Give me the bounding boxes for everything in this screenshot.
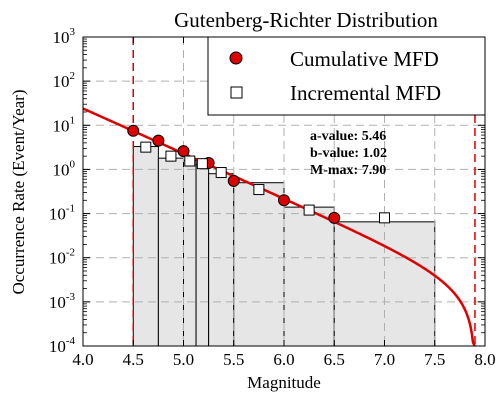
y-tick-base: 10: [53, 160, 70, 179]
histogram-bin-6: [283, 206, 335, 347]
incremental-point-2: [184, 155, 196, 167]
y-tick-label-5: 101: [53, 114, 76, 135]
x-tick-label-6: 7.0: [374, 350, 395, 369]
y-tick-base: 10: [49, 205, 66, 224]
x-tick-label-7: 7.5: [424, 350, 445, 369]
y-tick-exponent: 1: [70, 114, 76, 126]
b-value-label: b-value: 1.02: [310, 146, 387, 161]
legend-circle-marker: [229, 51, 243, 65]
legend-box: [207, 36, 486, 116]
x-tick-label-5: 6.5: [324, 350, 345, 369]
chart-title: Gutenberg-Richter Distribution: [174, 8, 438, 32]
y-tick-exponent: 0: [70, 158, 76, 170]
m-max-label: M-max: 7.90: [310, 163, 386, 178]
y-tick-base: 10: [49, 249, 66, 268]
x-axis-label: Magnitude: [247, 373, 321, 392]
y-axis-label: Occurrence Rate (Event/Year): [9, 89, 28, 294]
incremental-point-0: [140, 141, 152, 153]
x-tick-label-2: 5.0: [173, 350, 194, 369]
incremental-point-3: [196, 158, 208, 170]
y-tick-base: 10: [53, 116, 70, 135]
x-tick-label-3: 5.5: [223, 350, 244, 369]
cumulative-point-6: [328, 211, 341, 224]
incremental-point-6: [303, 204, 315, 216]
histogram-bin-4: [208, 173, 235, 347]
histogram-bin-0: [132, 146, 159, 347]
y-tick-label-2: 10-2: [49, 247, 75, 268]
grid-lines: [83, 37, 485, 346]
incremental-point-4: [215, 167, 227, 179]
histogram-bin-5: [233, 182, 285, 347]
legend-label-cumulative: Cumulative MFD: [290, 47, 439, 71]
histogram-bin-2: [183, 159, 197, 347]
cumulative-point-1: [152, 134, 165, 147]
incremental-point-7: [379, 212, 390, 224]
cumulative-point-0: [127, 124, 140, 137]
histogram-bin-3: [195, 163, 210, 347]
y-tick-label-4: 100: [53, 158, 76, 179]
cumulative-point-2: [177, 145, 190, 158]
legend-label-incremental: Incremental MFD: [290, 81, 441, 105]
y-tick-base: 10: [53, 28, 70, 47]
y-tick-exponent: -1: [66, 203, 75, 215]
y-tick-exponent: -4: [66, 335, 76, 347]
cumulative-point-5: [278, 194, 290, 207]
cumulative-point-4: [227, 174, 240, 187]
legend-square-marker: [230, 86, 243, 99]
y-tick-label-6: 102: [53, 70, 76, 91]
y-tick-base: 10: [49, 293, 66, 312]
legend: Cumulative MFD Incremental MFD: [207, 36, 486, 116]
series-markers: [127, 124, 390, 224]
x-tick-label-4: 6.0: [273, 350, 294, 369]
histogram-bin-1: [157, 157, 184, 347]
gr-curve-line: [82, 107, 476, 347]
incremental-point-5: [253, 184, 265, 196]
y-tick-label-1: 10-3: [49, 291, 76, 312]
y-tick-label-3: 10-1: [49, 203, 75, 224]
y-tick-base: 10: [49, 337, 66, 356]
x-tick-label-8: 8.0: [474, 350, 495, 369]
histogram-bins: [132, 146, 436, 347]
x-tick-label-0: 4.0: [72, 350, 93, 369]
y-tick-label-0: 10-4: [49, 335, 76, 356]
y-tick-label-7: 103: [53, 26, 76, 47]
y-tick-exponent: 3: [70, 26, 76, 38]
y-tick-exponent: 2: [70, 70, 76, 82]
x-tick-label-1: 4.5: [123, 350, 144, 369]
y-tick-base: 10: [53, 72, 70, 91]
stats-annotation: a-value: 5.46 b-value: 1.02 M-max: 7.90: [310, 129, 387, 178]
y-tick-exponent: -2: [66, 247, 75, 259]
y-tick-exponent: -3: [66, 291, 76, 303]
x-axis-ticks: 4.0 4.5 5.0 5.5 6.0 6.5 7.0 7.5 8.0: [72, 37, 496, 369]
incremental-point-1: [165, 150, 177, 162]
a-value-label: a-value: 5.46: [310, 129, 386, 144]
